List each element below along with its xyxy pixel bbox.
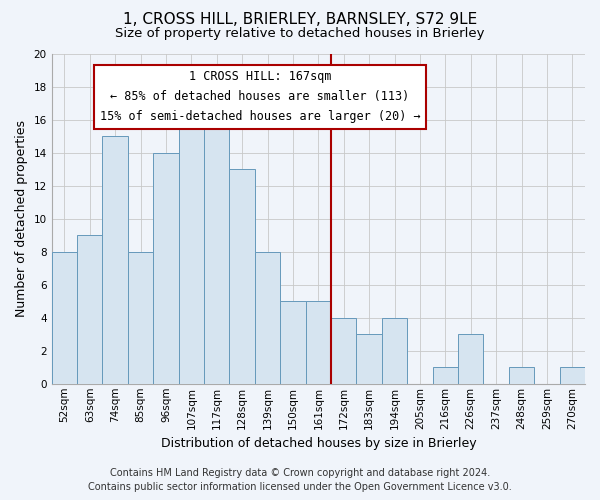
Text: 1, CROSS HILL, BRIERLEY, BARNSLEY, S72 9LE: 1, CROSS HILL, BRIERLEY, BARNSLEY, S72 9… — [123, 12, 477, 28]
Bar — [280, 302, 305, 384]
Bar — [356, 334, 382, 384]
Text: 1 CROSS HILL: 167sqm
← 85% of detached houses are smaller (113)
15% of semi-deta: 1 CROSS HILL: 167sqm ← 85% of detached h… — [100, 70, 420, 124]
X-axis label: Distribution of detached houses by size in Brierley: Distribution of detached houses by size … — [161, 437, 476, 450]
Bar — [153, 153, 179, 384]
Bar — [128, 252, 153, 384]
Text: Contains HM Land Registry data © Crown copyright and database right 2024.
Contai: Contains HM Land Registry data © Crown c… — [88, 468, 512, 492]
Bar — [560, 368, 585, 384]
Bar — [52, 252, 77, 384]
Bar — [229, 170, 255, 384]
Text: Size of property relative to detached houses in Brierley: Size of property relative to detached ho… — [115, 28, 485, 40]
Y-axis label: Number of detached properties: Number of detached properties — [15, 120, 28, 318]
Bar — [382, 318, 407, 384]
Bar — [103, 136, 128, 384]
Bar — [305, 302, 331, 384]
Bar — [255, 252, 280, 384]
Bar — [77, 236, 103, 384]
Bar — [204, 104, 229, 384]
Bar — [179, 120, 204, 384]
Bar — [458, 334, 484, 384]
Bar — [509, 368, 534, 384]
Bar — [433, 368, 458, 384]
Bar — [331, 318, 356, 384]
